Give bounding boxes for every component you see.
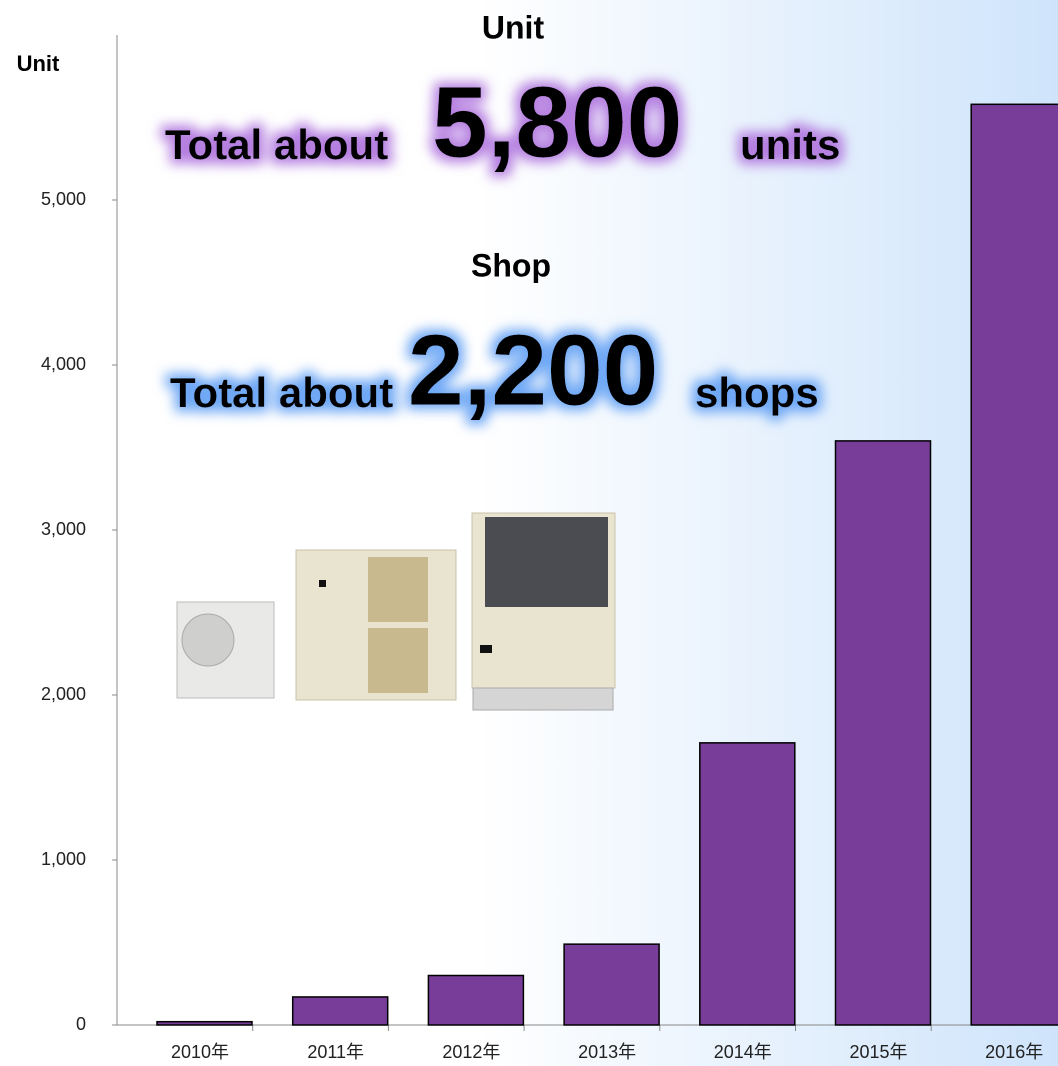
y-tick-label: 5,000 bbox=[41, 189, 86, 209]
bar bbox=[836, 441, 931, 1025]
units-label: units bbox=[740, 121, 840, 168]
x-tick-label: 2015年 bbox=[849, 1042, 907, 1062]
shop-heading: Shop bbox=[471, 247, 551, 283]
total-shops: 2,200 bbox=[408, 314, 658, 426]
bar bbox=[564, 944, 659, 1025]
x-tick-label: 2011年 bbox=[307, 1042, 364, 1062]
x-tick-label: 2010年 bbox=[171, 1042, 229, 1062]
x-tick-label: 2012年 bbox=[442, 1042, 500, 1062]
total-label: Total about bbox=[165, 121, 388, 168]
chart: Unit Unit Total about 5,800 units Shop T… bbox=[0, 0, 1058, 1066]
bar bbox=[428, 976, 523, 1026]
total-label: Total about bbox=[170, 369, 393, 416]
y-tick-label: 4,000 bbox=[41, 354, 86, 374]
bar bbox=[971, 104, 1058, 1025]
shops-label: shops bbox=[695, 369, 819, 416]
x-tick-label: 2016年 bbox=[985, 1042, 1043, 1062]
x-tick-label: 2014年 bbox=[714, 1042, 772, 1062]
unit-heading: Unit bbox=[482, 9, 545, 45]
y-axis-label: Unit bbox=[17, 51, 60, 76]
bar bbox=[700, 743, 795, 1025]
total-units: 5,800 bbox=[432, 66, 682, 178]
x-tick-label: 2013年 bbox=[578, 1042, 636, 1062]
y-tick-label: 3,000 bbox=[41, 519, 86, 539]
y-tick-label: 2,000 bbox=[41, 684, 86, 704]
y-tick-label: 0 bbox=[76, 1014, 86, 1034]
bar bbox=[157, 1022, 252, 1025]
y-tick-label: 1,000 bbox=[41, 849, 86, 869]
bar bbox=[293, 997, 388, 1025]
